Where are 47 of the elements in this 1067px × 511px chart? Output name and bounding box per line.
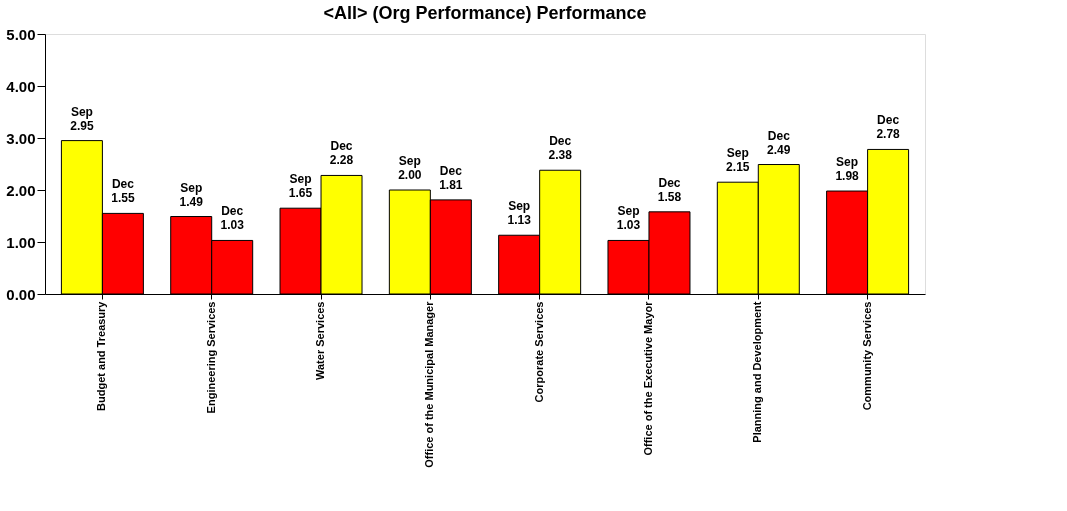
data-label: 1.65 bbox=[288, 186, 313, 201]
text: Sep bbox=[180, 180, 203, 195]
y-tick-label: 1.00 bbox=[6, 233, 36, 251]
y-tick-label: 5.00 bbox=[6, 25, 36, 43]
data-label: 1.13 bbox=[507, 213, 532, 228]
data-label: 2.78 bbox=[876, 127, 901, 142]
x-tick-label: Community Services bbox=[860, 301, 873, 411]
data-label: 1.81 bbox=[439, 177, 463, 192]
text: Dec bbox=[767, 128, 790, 143]
series-label: Dec bbox=[111, 177, 135, 192]
x-tick-label: Water Services bbox=[314, 301, 327, 380]
chart-title: <All> (Org Performance) Performance bbox=[323, 3, 647, 23]
text: Sep bbox=[726, 146, 749, 161]
data-label: 2.95 bbox=[70, 118, 94, 133]
y-tick-label: 2.00 bbox=[6, 181, 36, 199]
x-tick-label: Budget and Treasury bbox=[95, 300, 108, 411]
data-label: 1.49 bbox=[179, 194, 204, 209]
y-tick-label: 4.00 bbox=[6, 77, 36, 95]
x-tick-label: Office of the Municipal Manager bbox=[423, 300, 436, 468]
data-label: 2.28 bbox=[329, 153, 354, 168]
x-tick-label: Engineering Services bbox=[204, 301, 217, 414]
data-label: 2.00 bbox=[398, 168, 422, 182]
data-label: 1.03 bbox=[220, 218, 245, 233]
y-tick-label: 0.00 bbox=[6, 285, 36, 303]
x-tick-label: Corporate Services bbox=[532, 301, 545, 403]
y-tick-label: 3.00 bbox=[6, 129, 36, 147]
text: Dec bbox=[549, 134, 572, 149]
text: Dec bbox=[330, 139, 353, 154]
data-label: 2.38 bbox=[548, 148, 573, 163]
data-label: 1.58 bbox=[657, 189, 682, 204]
data-label: 1.03 bbox=[616, 218, 641, 233]
text: Sep bbox=[398, 154, 421, 168]
text: Sep bbox=[289, 172, 312, 187]
text: Sep bbox=[508, 199, 531, 214]
x-tick-label: Planning and Development bbox=[751, 301, 764, 443]
text: Sep bbox=[836, 155, 859, 170]
data-label: 1.98 bbox=[835, 169, 860, 184]
text: Dec bbox=[658, 175, 681, 190]
text: Sep bbox=[617, 204, 640, 219]
series-label: Sep bbox=[70, 104, 93, 119]
data-label: 1.55 bbox=[111, 191, 135, 206]
data-label: 2.15 bbox=[726, 160, 750, 175]
text: Dec bbox=[439, 163, 462, 178]
text: Dec bbox=[877, 113, 900, 128]
text: Dec bbox=[221, 204, 244, 219]
x-tick-label: Office of the Executive Mayor bbox=[641, 300, 654, 456]
data-label: 2.49 bbox=[767, 142, 791, 157]
